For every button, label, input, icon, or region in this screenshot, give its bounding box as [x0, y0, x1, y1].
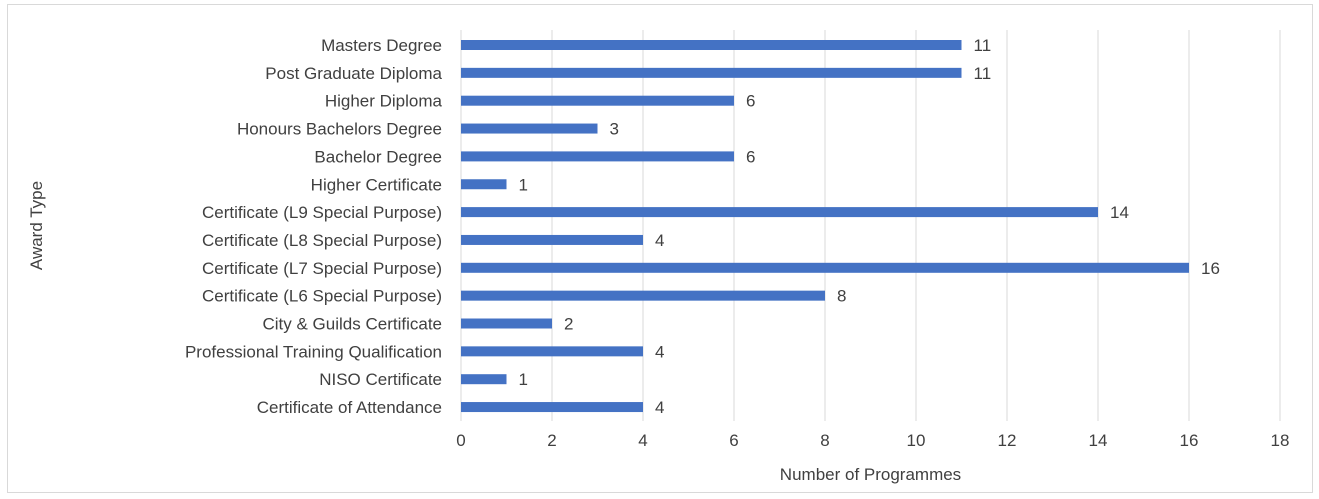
bar — [461, 290, 825, 301]
bar — [461, 374, 507, 385]
data-label: 11 — [974, 64, 992, 83]
category-label: Bachelor Degree — [314, 147, 442, 166]
bar — [461, 402, 643, 413]
data-label: 4 — [655, 231, 664, 250]
bar — [461, 151, 734, 162]
x-tick-label: 18 — [1271, 431, 1290, 450]
bar — [461, 207, 1098, 218]
data-label: 1 — [519, 370, 528, 389]
x-tick-label: 2 — [547, 431, 556, 450]
category-label: Higher Diploma — [325, 92, 443, 111]
bar — [461, 179, 507, 190]
category-label: Higher Certificate — [311, 175, 442, 194]
bars — [461, 40, 1189, 413]
x-tick-label: 8 — [820, 431, 829, 450]
bar — [461, 318, 552, 329]
chart-area — [7, 4, 1313, 493]
x-tick-label: 4 — [638, 431, 647, 450]
category-label: City & Guilds Certificate — [263, 315, 443, 334]
category-label: Post Graduate Diploma — [265, 64, 442, 83]
x-tick-label: 12 — [998, 431, 1017, 450]
data-label: 8 — [837, 287, 846, 306]
x-tick-label: 0 — [456, 431, 465, 450]
data-label: 4 — [655, 342, 664, 361]
x-tick-label: 14 — [1089, 431, 1108, 450]
category-label: Certificate (L9 Special Purpose) — [202, 203, 442, 222]
category-label: Certificate of Attendance — [257, 398, 442, 417]
bar — [461, 40, 962, 50]
data-label: 16 — [1201, 259, 1220, 278]
data-label: 11 — [974, 36, 992, 55]
bar — [461, 346, 643, 357]
data-label: 3 — [610, 120, 619, 139]
x-axis-title: Number of Programmes — [780, 465, 961, 484]
bar — [461, 95, 734, 106]
category-label: Certificate (L6 Special Purpose) — [202, 287, 442, 306]
data-label: 1 — [519, 175, 528, 194]
category-label: Professional Training Qualification — [185, 342, 442, 361]
data-label: 6 — [746, 147, 755, 166]
category-label: NISO Certificate — [319, 370, 442, 389]
x-tick-label: 6 — [729, 431, 738, 450]
y-axis-title: Award Type — [27, 181, 46, 270]
x-tick-label: 10 — [907, 431, 926, 450]
bar — [461, 67, 962, 78]
category-label: Masters Degree — [321, 36, 442, 55]
category-label: Certificate (L8 Special Purpose) — [202, 231, 442, 250]
category-label: Honours Bachelors Degree — [237, 120, 442, 139]
category-label: Certificate (L7 Special Purpose) — [202, 259, 442, 278]
bar — [461, 123, 598, 134]
bar — [461, 262, 1189, 273]
bar — [461, 234, 643, 245]
gridlines — [460, 30, 1281, 421]
data-label: 14 — [1110, 203, 1129, 222]
data-label: 2 — [564, 315, 573, 334]
data-label: 4 — [655, 398, 664, 417]
x-tick-label: 16 — [1180, 431, 1199, 450]
data-label: 6 — [746, 92, 755, 111]
